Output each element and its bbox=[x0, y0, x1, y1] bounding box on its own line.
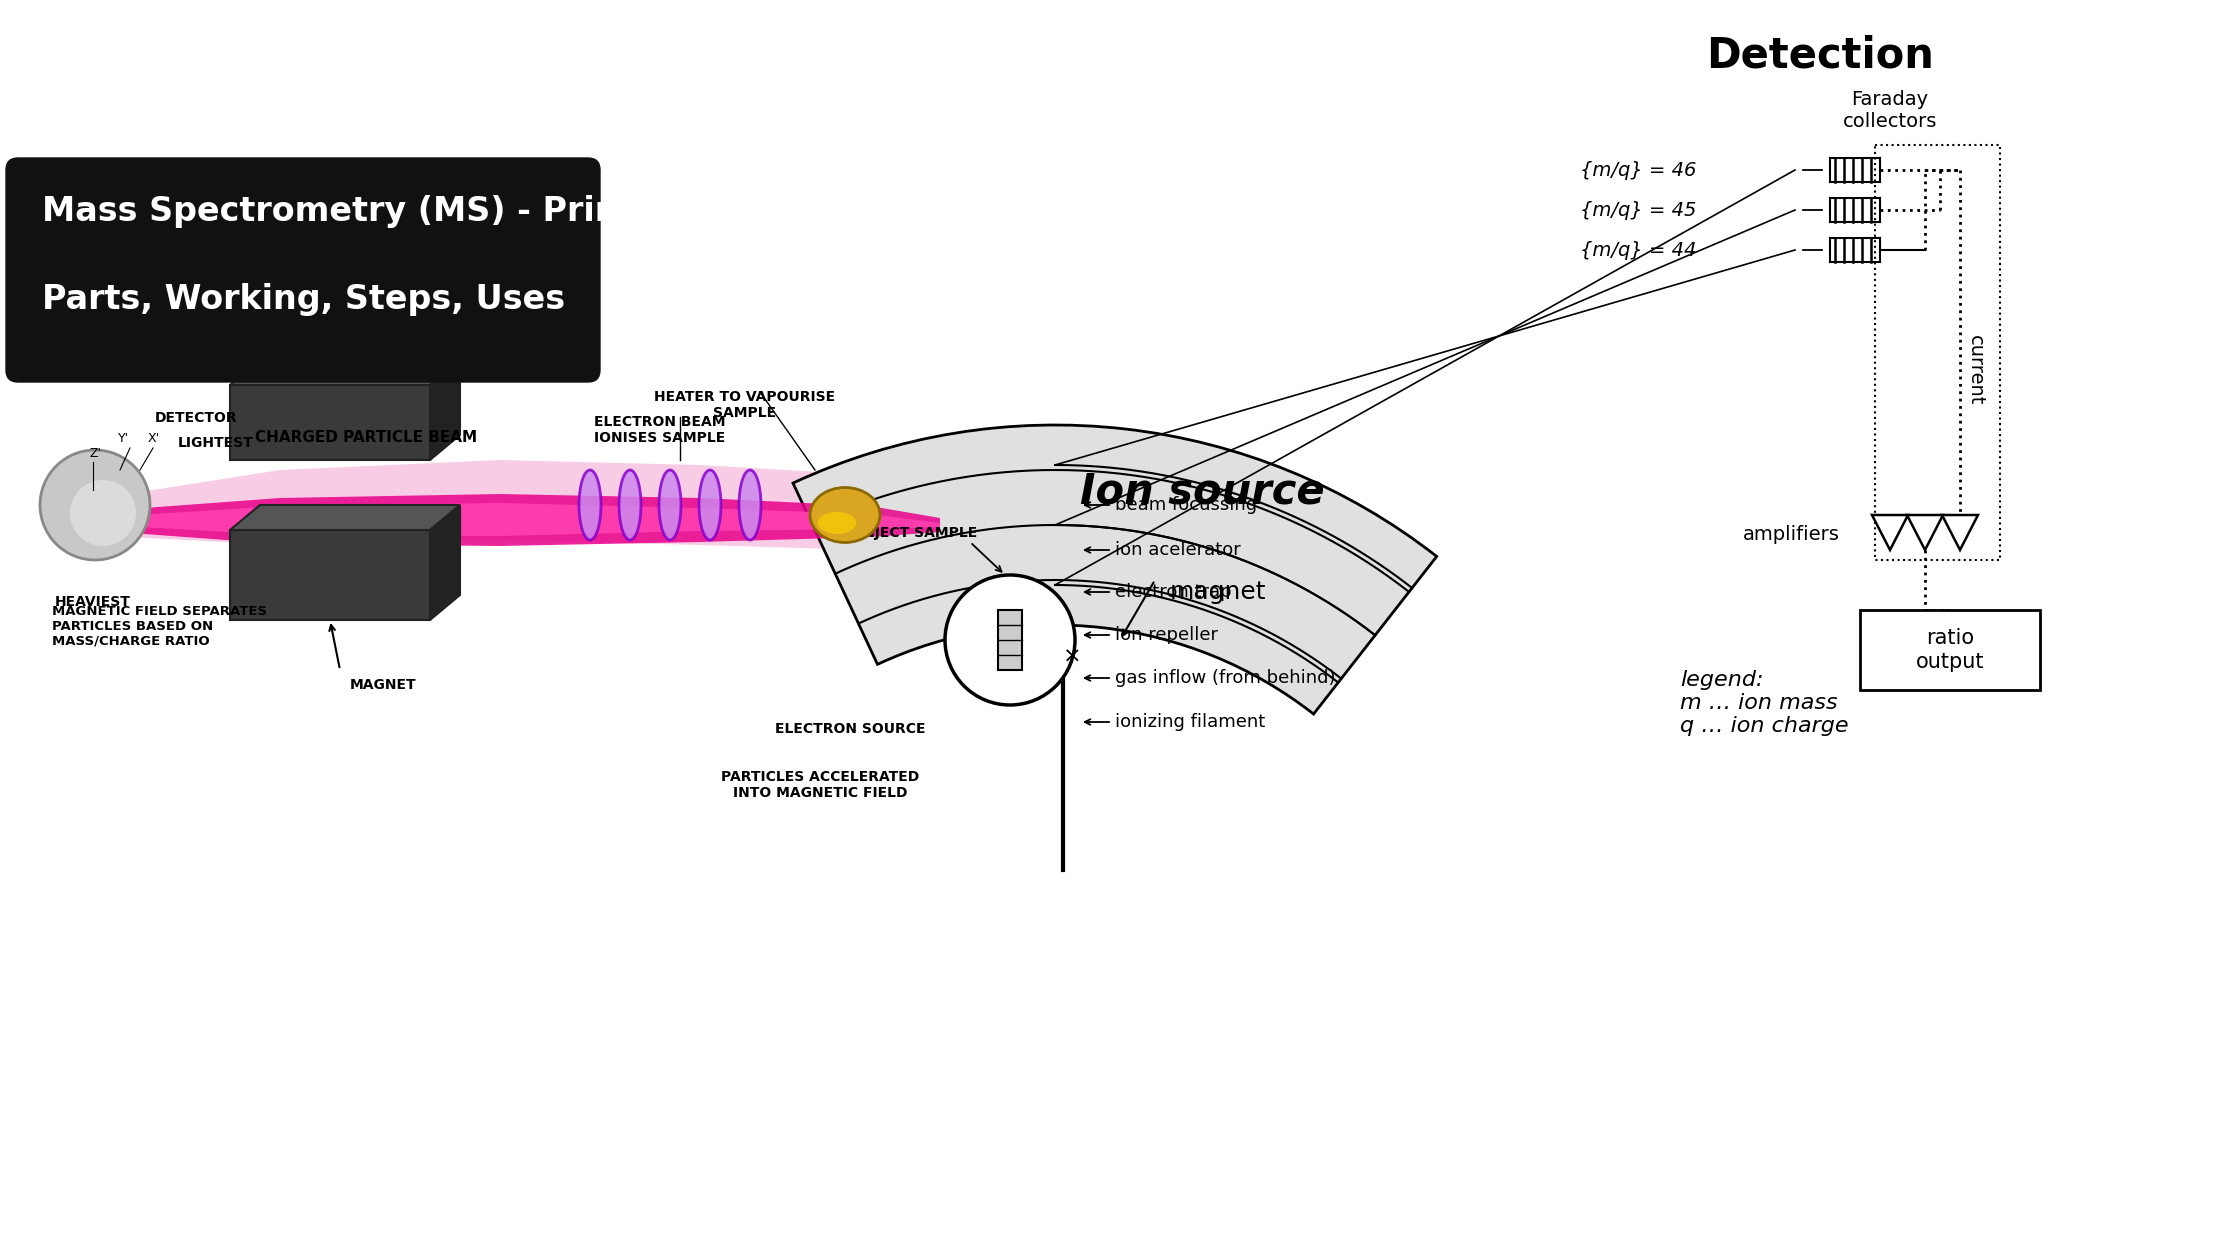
Polygon shape bbox=[430, 505, 459, 620]
Text: DETECTOR: DETECTOR bbox=[155, 411, 237, 425]
Ellipse shape bbox=[811, 488, 880, 543]
Ellipse shape bbox=[818, 512, 856, 534]
Ellipse shape bbox=[659, 470, 681, 541]
Text: ion acelerator: ion acelerator bbox=[1116, 541, 1241, 559]
Text: Faraday
collectors: Faraday collectors bbox=[1844, 89, 1938, 131]
Text: ion repeller: ion repeller bbox=[1116, 626, 1219, 644]
Text: Detection: Detection bbox=[1707, 35, 1933, 77]
Text: ×: × bbox=[1064, 646, 1082, 667]
Text: PARTICLES ACCELERATED
INTO MAGNETIC FIELD: PARTICLES ACCELERATED INTO MAGNETIC FIEL… bbox=[721, 770, 918, 800]
Text: {m/q} = 46: {m/q} = 46 bbox=[1579, 160, 1696, 179]
Polygon shape bbox=[90, 494, 941, 546]
Ellipse shape bbox=[578, 470, 600, 541]
Text: HEAVIEST: HEAVIEST bbox=[56, 595, 130, 609]
Circle shape bbox=[69, 480, 137, 546]
Text: MAGNET: MAGNET bbox=[349, 678, 417, 692]
Ellipse shape bbox=[739, 470, 762, 541]
Bar bbox=[999, 610, 1021, 670]
Text: {m/q} = 44: {m/q} = 44 bbox=[1579, 241, 1696, 260]
Polygon shape bbox=[231, 530, 430, 620]
Text: beam focussing: beam focussing bbox=[1116, 496, 1257, 514]
Text: electron trap: electron trap bbox=[1116, 583, 1232, 601]
Text: Z': Z' bbox=[90, 447, 103, 460]
Wedge shape bbox=[793, 425, 1436, 714]
FancyBboxPatch shape bbox=[7, 158, 600, 382]
Circle shape bbox=[945, 575, 1075, 706]
Text: Mass Spectrometry (MS) - Principle,: Mass Spectrometry (MS) - Principle, bbox=[43, 195, 719, 228]
Polygon shape bbox=[90, 460, 941, 554]
Text: Y': Y' bbox=[119, 432, 130, 445]
Text: X': X' bbox=[148, 432, 159, 445]
Text: Ion source: Ion source bbox=[1080, 470, 1324, 512]
Ellipse shape bbox=[699, 470, 721, 541]
Polygon shape bbox=[430, 360, 459, 460]
Text: {m/q} = 45: {m/q} = 45 bbox=[1579, 200, 1696, 219]
Polygon shape bbox=[231, 386, 430, 460]
Text: HEATER TO VAPOURISE
SAMPLE: HEATER TO VAPOURISE SAMPLE bbox=[654, 391, 836, 420]
Bar bbox=[1859, 610, 2041, 690]
Text: amplifiers: amplifiers bbox=[1743, 525, 1839, 544]
Text: ELECTRON SOURCE: ELECTRON SOURCE bbox=[775, 722, 925, 736]
Text: legend:
m … ion mass
q … ion charge: legend: m … ion mass q … ion charge bbox=[1680, 670, 1848, 736]
Polygon shape bbox=[231, 505, 459, 530]
Polygon shape bbox=[1873, 515, 1908, 551]
Polygon shape bbox=[1942, 515, 1978, 551]
Text: ratio
output: ratio output bbox=[1915, 629, 1985, 672]
Circle shape bbox=[40, 450, 150, 559]
Text: CHARGED PARTICLE BEAM: CHARGED PARTICLE BEAM bbox=[255, 430, 477, 445]
Polygon shape bbox=[90, 503, 941, 536]
Text: current: current bbox=[1964, 335, 1985, 406]
Ellipse shape bbox=[618, 470, 641, 541]
Text: gas inflow (from behind): gas inflow (from behind) bbox=[1116, 669, 1335, 687]
Text: ionizing filament: ionizing filament bbox=[1116, 713, 1266, 731]
Text: LIGHTEST: LIGHTEST bbox=[177, 436, 253, 450]
Text: INJECT SAMPLE: INJECT SAMPLE bbox=[858, 525, 977, 541]
Text: magnet: magnet bbox=[1169, 580, 1266, 604]
Polygon shape bbox=[231, 360, 459, 386]
Polygon shape bbox=[1906, 515, 1942, 551]
Text: ELECTRON BEAM
IONISES SAMPLE: ELECTRON BEAM IONISES SAMPLE bbox=[594, 415, 726, 445]
Text: MAGNETIC FIELD SEPARATES
PARTICLES BASED ON
MASS/CHARGE RATIO: MAGNETIC FIELD SEPARATES PARTICLES BASED… bbox=[52, 605, 267, 648]
Text: Parts, Working, Steps, Uses: Parts, Working, Steps, Uses bbox=[43, 284, 564, 316]
